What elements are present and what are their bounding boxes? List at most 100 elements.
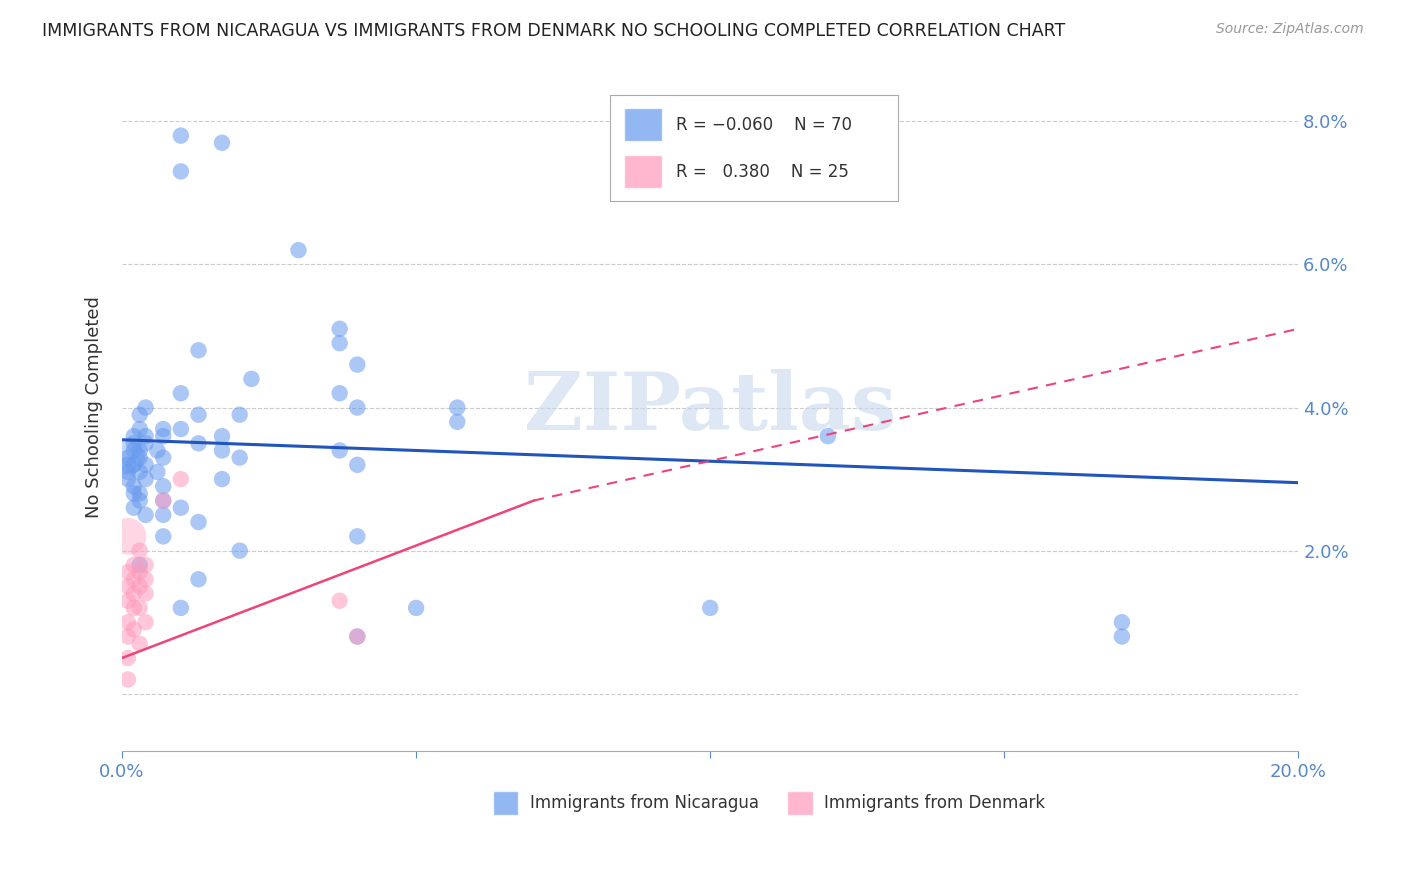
Point bbox=[346, 529, 368, 543]
Point bbox=[240, 372, 263, 386]
Point bbox=[152, 493, 174, 508]
Point bbox=[287, 243, 309, 257]
Point bbox=[211, 472, 233, 486]
Point bbox=[170, 128, 193, 143]
Point bbox=[329, 336, 352, 351]
Point bbox=[128, 601, 150, 615]
Point bbox=[135, 436, 157, 450]
FancyBboxPatch shape bbox=[624, 108, 662, 141]
Text: Immigrants from Denmark: Immigrants from Denmark bbox=[824, 794, 1046, 812]
Point bbox=[329, 386, 352, 401]
FancyBboxPatch shape bbox=[786, 790, 813, 814]
Point bbox=[329, 322, 352, 336]
Point bbox=[346, 358, 368, 372]
Point bbox=[117, 465, 139, 479]
Point bbox=[128, 579, 150, 593]
Point bbox=[152, 479, 174, 493]
Point bbox=[122, 623, 145, 637]
Point bbox=[128, 408, 150, 422]
Point bbox=[1111, 615, 1133, 630]
Point bbox=[211, 136, 233, 150]
Point bbox=[152, 450, 174, 465]
Point bbox=[122, 586, 145, 600]
Point bbox=[135, 572, 157, 586]
Point bbox=[122, 601, 145, 615]
Point bbox=[117, 472, 139, 486]
Point bbox=[152, 493, 174, 508]
Point bbox=[117, 450, 139, 465]
Point bbox=[135, 429, 157, 443]
Point bbox=[699, 601, 721, 615]
FancyBboxPatch shape bbox=[610, 95, 898, 202]
Point bbox=[152, 508, 174, 522]
Point bbox=[329, 443, 352, 458]
Point bbox=[135, 558, 157, 572]
Point bbox=[170, 500, 193, 515]
Point bbox=[122, 429, 145, 443]
Text: Immigrants from Nicaragua: Immigrants from Nicaragua bbox=[530, 794, 759, 812]
Point bbox=[170, 164, 193, 178]
Point bbox=[211, 443, 233, 458]
Point bbox=[117, 458, 139, 472]
Point bbox=[128, 422, 150, 436]
Point bbox=[817, 429, 839, 443]
Point bbox=[152, 429, 174, 443]
Point bbox=[187, 436, 209, 450]
Point bbox=[117, 579, 139, 593]
Point bbox=[170, 601, 193, 615]
Point bbox=[187, 408, 209, 422]
Point bbox=[346, 630, 368, 644]
Point bbox=[135, 615, 157, 630]
Point bbox=[122, 500, 145, 515]
FancyBboxPatch shape bbox=[624, 155, 662, 188]
Point bbox=[128, 493, 150, 508]
Point bbox=[128, 543, 150, 558]
Point bbox=[117, 673, 139, 687]
Point bbox=[135, 508, 157, 522]
Point bbox=[146, 465, 169, 479]
Point bbox=[187, 343, 209, 358]
Point bbox=[122, 443, 145, 458]
Point bbox=[146, 443, 169, 458]
Point bbox=[152, 529, 174, 543]
Point bbox=[117, 651, 139, 665]
Point bbox=[170, 386, 193, 401]
Point bbox=[152, 422, 174, 436]
Point bbox=[128, 450, 150, 465]
Point bbox=[228, 543, 250, 558]
Point bbox=[211, 429, 233, 443]
Point bbox=[446, 401, 468, 415]
Point bbox=[135, 401, 157, 415]
Point bbox=[122, 479, 145, 493]
Point bbox=[128, 486, 150, 500]
Point bbox=[329, 593, 352, 607]
Point bbox=[228, 408, 250, 422]
Point bbox=[117, 615, 139, 630]
Y-axis label: No Schooling Completed: No Schooling Completed bbox=[86, 297, 103, 518]
Point bbox=[122, 572, 145, 586]
Text: IMMIGRANTS FROM NICARAGUA VS IMMIGRANTS FROM DENMARK NO SCHOOLING COMPLETED CORR: IMMIGRANTS FROM NICARAGUA VS IMMIGRANTS … bbox=[42, 22, 1066, 40]
Point bbox=[128, 565, 150, 579]
Point bbox=[122, 458, 145, 472]
Point bbox=[405, 601, 427, 615]
Point bbox=[135, 472, 157, 486]
Point bbox=[187, 572, 209, 586]
Point bbox=[346, 458, 368, 472]
Point bbox=[128, 465, 150, 479]
Point bbox=[117, 593, 139, 607]
Point bbox=[122, 436, 145, 450]
Point bbox=[1111, 630, 1133, 644]
Point bbox=[128, 558, 150, 572]
Text: R =   0.380    N = 25: R = 0.380 N = 25 bbox=[676, 162, 849, 181]
Point bbox=[446, 415, 468, 429]
Point bbox=[128, 637, 150, 651]
Point bbox=[346, 401, 368, 415]
Point bbox=[122, 558, 145, 572]
Point bbox=[346, 630, 368, 644]
Point bbox=[135, 586, 157, 600]
Text: ZIPatlas: ZIPatlas bbox=[524, 368, 896, 447]
Point bbox=[117, 630, 139, 644]
Text: Source: ZipAtlas.com: Source: ZipAtlas.com bbox=[1216, 22, 1364, 37]
Point bbox=[117, 529, 139, 543]
Point bbox=[170, 422, 193, 436]
